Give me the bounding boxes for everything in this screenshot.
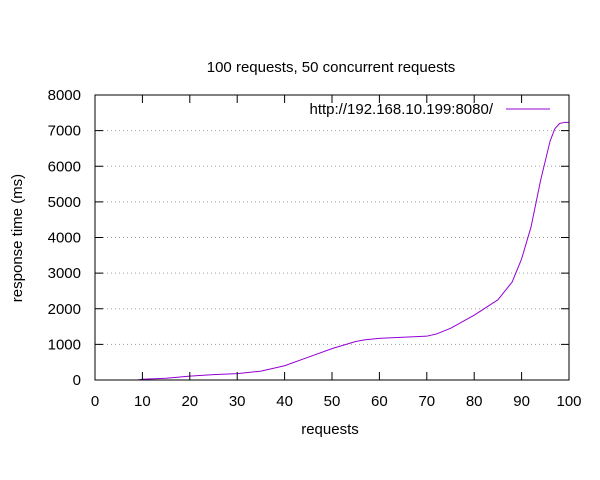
y-tick-label: 8000	[48, 87, 81, 104]
data-series	[137, 121, 569, 381]
x-tick-label: 60	[371, 393, 388, 410]
grid-lines	[95, 130, 569, 345]
y-tick-label: 6000	[48, 158, 81, 175]
x-tick-label: 90	[513, 393, 530, 410]
x-tick-label: 70	[418, 393, 435, 410]
x-tick-label: 30	[229, 393, 246, 410]
x-tick-label: 40	[276, 393, 293, 410]
tick-labels: 0 1000 2000 3000 4000 5000 6000 7000 8000 0 10 20 30…	[48, 87, 582, 410]
x-tick-label: 100	[556, 393, 581, 410]
x-tick-label: 20	[181, 393, 198, 410]
y-tick-label: 1000	[48, 336, 81, 353]
x-tick-label: 10	[134, 393, 151, 410]
y-tick-label: 5000	[48, 194, 81, 211]
y-axis-label: response time (ms)	[9, 174, 26, 302]
series-line-0	[137, 121, 569, 381]
x-tick-label: 80	[466, 393, 483, 410]
y-tick-label: 7000	[48, 123, 81, 140]
legend-entry-label: http://192.168.10.199:8080/	[310, 101, 494, 118]
legend: http://192.168.10.199:8080/	[310, 101, 550, 118]
x-tick-label: 50	[324, 393, 341, 410]
y-tick-label: 3000	[48, 265, 81, 282]
axis-ticks	[94, 94, 570, 381]
x-axis-label: requests	[301, 421, 359, 438]
y-tick-label: 2000	[48, 301, 81, 318]
y-tick-label: 4000	[48, 230, 81, 247]
y-tick-label: 0	[73, 372, 81, 389]
chart-title: 100 requests, 50 concurrent requests	[207, 59, 455, 76]
x-tick-label: 0	[91, 393, 99, 410]
